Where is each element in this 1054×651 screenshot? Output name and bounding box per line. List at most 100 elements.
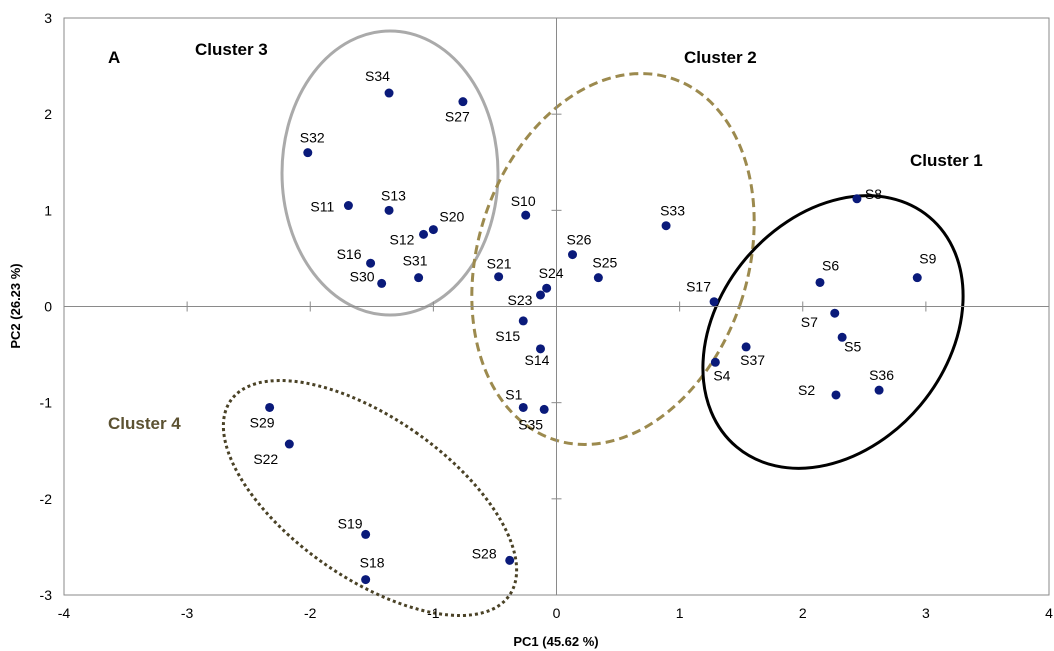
data-point [384,88,394,98]
cluster-4-ellipse [221,379,519,617]
cluster-3-title: Cluster 3 [195,40,268,59]
cluster-1-ellipse [701,194,965,470]
data-point [593,273,603,283]
cluster-2-ellipse [470,72,756,446]
point-label: S28 [472,545,497,561]
point-label: S10 [511,193,536,209]
point-label: S9 [919,251,936,267]
point-label: S1 [505,386,522,402]
x-tick-label: 2 [799,605,807,621]
data-point [837,332,847,342]
data-point [361,575,371,585]
cluster-1-title: Cluster 1 [910,151,983,170]
panel-label: A [108,48,120,67]
data-point [568,250,578,260]
data-point [366,258,376,268]
point-label: S14 [524,352,549,368]
data-point [265,402,275,412]
data-point [709,297,719,307]
data-point [384,205,394,215]
data-point [518,316,528,326]
data-point [912,273,922,283]
data-point [741,342,751,352]
x-tick-label: -2 [304,605,317,621]
data-point [284,439,294,449]
point-label: S33 [660,203,685,219]
point-label: S13 [381,187,406,203]
y-tick-label: 0 [44,299,52,315]
point-label: S36 [869,367,894,383]
point-label: S21 [487,256,512,272]
data-point [815,277,825,287]
y-tick-label: 2 [44,106,52,122]
data-point [661,221,671,231]
data-point [458,97,468,107]
point-label: S15 [495,328,520,344]
data-point [343,201,353,211]
point-label: S23 [507,292,532,308]
cluster-4-title: Cluster 4 [108,414,181,433]
data-point [830,308,840,318]
point-label: S11 [310,199,334,215]
data-point [874,385,884,395]
point-label: S26 [567,232,592,248]
x-tick-label: 3 [922,605,930,621]
data-point [428,225,438,235]
point-label: S22 [253,451,278,467]
y-tick-label: -1 [40,395,53,411]
data-point [414,273,424,283]
data-point [377,278,387,288]
x-tick-label: -1 [427,605,440,621]
point-label: S20 [439,209,464,225]
data-point [852,194,862,204]
point-label: S16 [337,246,362,262]
data-point [419,229,429,239]
data-point [535,290,545,300]
point-label: S34 [365,68,390,84]
point-label: S7 [801,314,818,330]
point-label: S30 [350,268,375,284]
data-point [542,283,552,293]
point-label: S27 [445,109,470,125]
x-axis-title: PC1 (45.62 %) [513,634,598,649]
point-label: S17 [686,279,711,295]
point-label: S19 [338,515,363,531]
y-tick-label: 1 [44,202,52,218]
point-label: S18 [360,555,385,571]
data-point [521,210,531,220]
point-label: S29 [250,414,275,430]
point-label: S25 [592,255,617,271]
x-tick-label: -3 [181,605,194,621]
data-point [518,402,528,412]
x-tick-label: 4 [1045,605,1053,621]
point-label: S31 [403,253,428,269]
point-label: S8 [865,186,882,202]
point-label: S4 [713,367,730,383]
data-point [535,344,545,354]
point-label: S2 [798,382,815,398]
x-tick-label: -4 [58,605,71,621]
data-point [303,148,313,158]
y-axis-title: PC2 (26.23 %) [8,263,23,348]
point-label: S32 [300,130,325,146]
y-tick-label: 3 [44,10,52,26]
data-point [710,357,720,367]
y-tick-label: -3 [40,587,53,603]
axes: -4 -3 -2 -1 0 1 2 3 4 3 2 1 0 -1 -2 -3 [40,10,1054,621]
y-tick-label: -2 [40,491,53,507]
data-point [505,555,515,565]
point-label: S24 [539,265,564,281]
x-tick-label: 0 [553,605,561,621]
x-tick-label: 1 [676,605,684,621]
point-label: S37 [740,352,765,368]
cluster-3-ellipse [280,29,500,317]
data-point [494,272,504,282]
cluster-2-title: Cluster 2 [684,48,757,67]
data-point [539,404,549,414]
point-label: S6 [822,257,839,273]
point-label: S12 [390,231,415,247]
point-label: S35 [518,416,543,432]
data-point [361,529,371,539]
